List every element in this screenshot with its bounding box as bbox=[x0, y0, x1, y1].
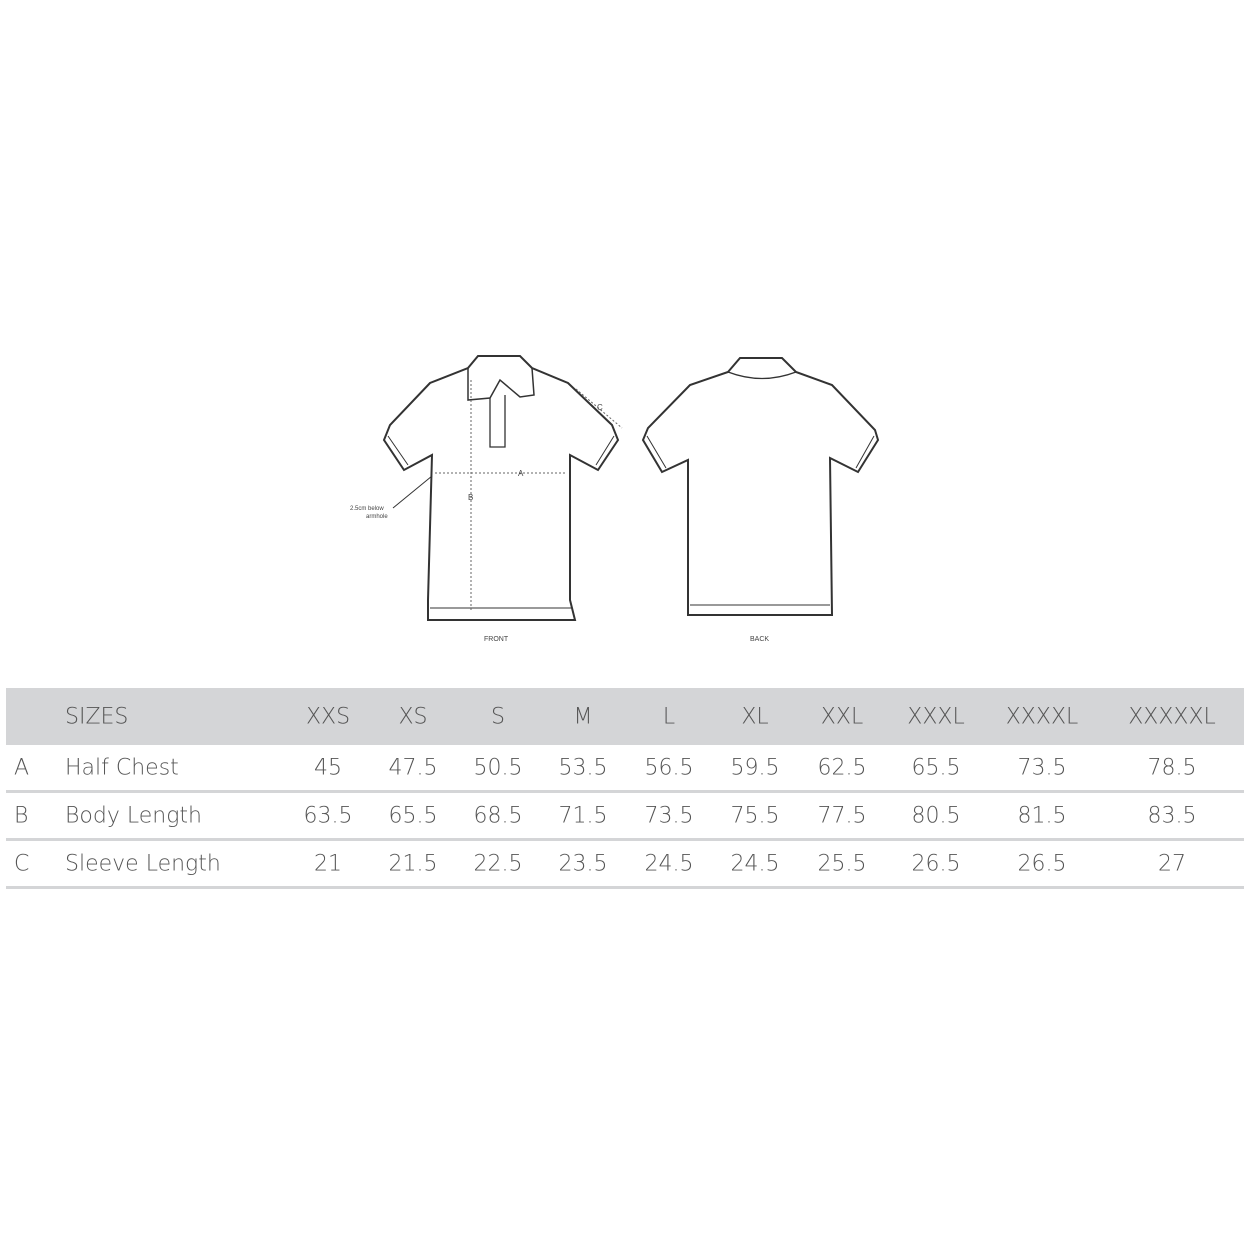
measure-value: 80.5 bbox=[911, 803, 961, 828]
measure-label-a: A bbox=[518, 469, 524, 478]
note-line-1: 2.5cm below bbox=[350, 506, 384, 512]
measure-value: 26.5 bbox=[911, 851, 961, 876]
back-label: BACK bbox=[750, 636, 769, 643]
table-row: B Body Length 63.5 65.5 68.5 71.5 73.5 75.5 77.5… bbox=[6, 793, 1244, 841]
measure-value: 27 bbox=[1158, 851, 1186, 876]
table-row: C Sleeve Length 21 21.5 22.5 23.5 24.5 24.5 25.5… bbox=[6, 841, 1244, 889]
measure-key: C bbox=[14, 851, 30, 876]
measure-value: 23.5 bbox=[558, 851, 608, 876]
measure-value: 78.5 bbox=[1147, 755, 1197, 780]
size-header: XXXXL bbox=[1005, 704, 1079, 729]
sizes-header: SIZES bbox=[65, 704, 129, 729]
polo-shirt-diagram: A B C 2.5cm below armhole FRONT BACK bbox=[350, 355, 880, 643]
size-header: M bbox=[573, 704, 593, 729]
measure-value: 65.5 bbox=[911, 755, 961, 780]
measure-value: 59.5 bbox=[730, 755, 780, 780]
measure-value: 24.5 bbox=[644, 851, 694, 876]
measure-value: 24.5 bbox=[730, 851, 780, 876]
measure-value: 47.5 bbox=[388, 755, 438, 780]
measure-value: 71.5 bbox=[558, 803, 608, 828]
size-header: XXS bbox=[305, 704, 351, 729]
measure-value: 45 bbox=[314, 755, 342, 780]
measure-value: 56.5 bbox=[644, 755, 694, 780]
size-header: XXXL bbox=[907, 704, 965, 729]
measure-value: 53.5 bbox=[558, 755, 608, 780]
measure-key: B bbox=[14, 803, 29, 828]
measure-value: 73.5 bbox=[644, 803, 694, 828]
measure-value: 22.5 bbox=[473, 851, 523, 876]
size-header: XL bbox=[741, 704, 769, 729]
measure-value: 21.5 bbox=[388, 851, 438, 876]
measure-value: 83.5 bbox=[1147, 803, 1197, 828]
measure-value: 63.5 bbox=[303, 803, 353, 828]
measure-value: 65.5 bbox=[388, 803, 438, 828]
measure-value: 81.5 bbox=[1017, 803, 1067, 828]
size-header: XXXXXL bbox=[1128, 704, 1216, 729]
size-header: L bbox=[662, 704, 676, 729]
measure-value: 75.5 bbox=[730, 803, 780, 828]
front-shirt-drawing bbox=[382, 355, 623, 621]
size-header: XS bbox=[398, 704, 428, 729]
note-line-2: armhole bbox=[366, 514, 388, 520]
size-chart-table: SIZES XXS XS S M L XL XXL XXXL XXXXL XXX… bbox=[6, 688, 1244, 889]
measure-value: 21 bbox=[314, 851, 342, 876]
back-shirt-drawing bbox=[641, 357, 880, 616]
measure-value: 26.5 bbox=[1017, 851, 1067, 876]
front-label: FRONT bbox=[484, 636, 509, 643]
size-header: XXL bbox=[820, 704, 864, 729]
measure-key: A bbox=[14, 755, 30, 780]
measure-name: Body Length bbox=[65, 803, 202, 828]
measure-value: 25.5 bbox=[817, 851, 867, 876]
measure-name: Sleeve Length bbox=[65, 851, 221, 876]
measure-value: 62.5 bbox=[817, 755, 867, 780]
measure-label-c: C bbox=[597, 403, 603, 412]
table-row: A Half Chest 45 47.5 50.5 53.5 56.5 59.5 62.5 65.… bbox=[6, 745, 1244, 793]
measure-label-b: B bbox=[468, 493, 473, 502]
measure-name: Half Chest bbox=[65, 755, 179, 780]
size-header: S bbox=[491, 704, 505, 729]
measure-value: 68.5 bbox=[473, 803, 523, 828]
measure-value: 77.5 bbox=[817, 803, 867, 828]
table-header-row: SIZES XXS XS S M L XL XXL XXXL XXXXL XXX… bbox=[6, 688, 1244, 745]
measure-value: 50.5 bbox=[473, 755, 523, 780]
measure-value: 73.5 bbox=[1017, 755, 1067, 780]
